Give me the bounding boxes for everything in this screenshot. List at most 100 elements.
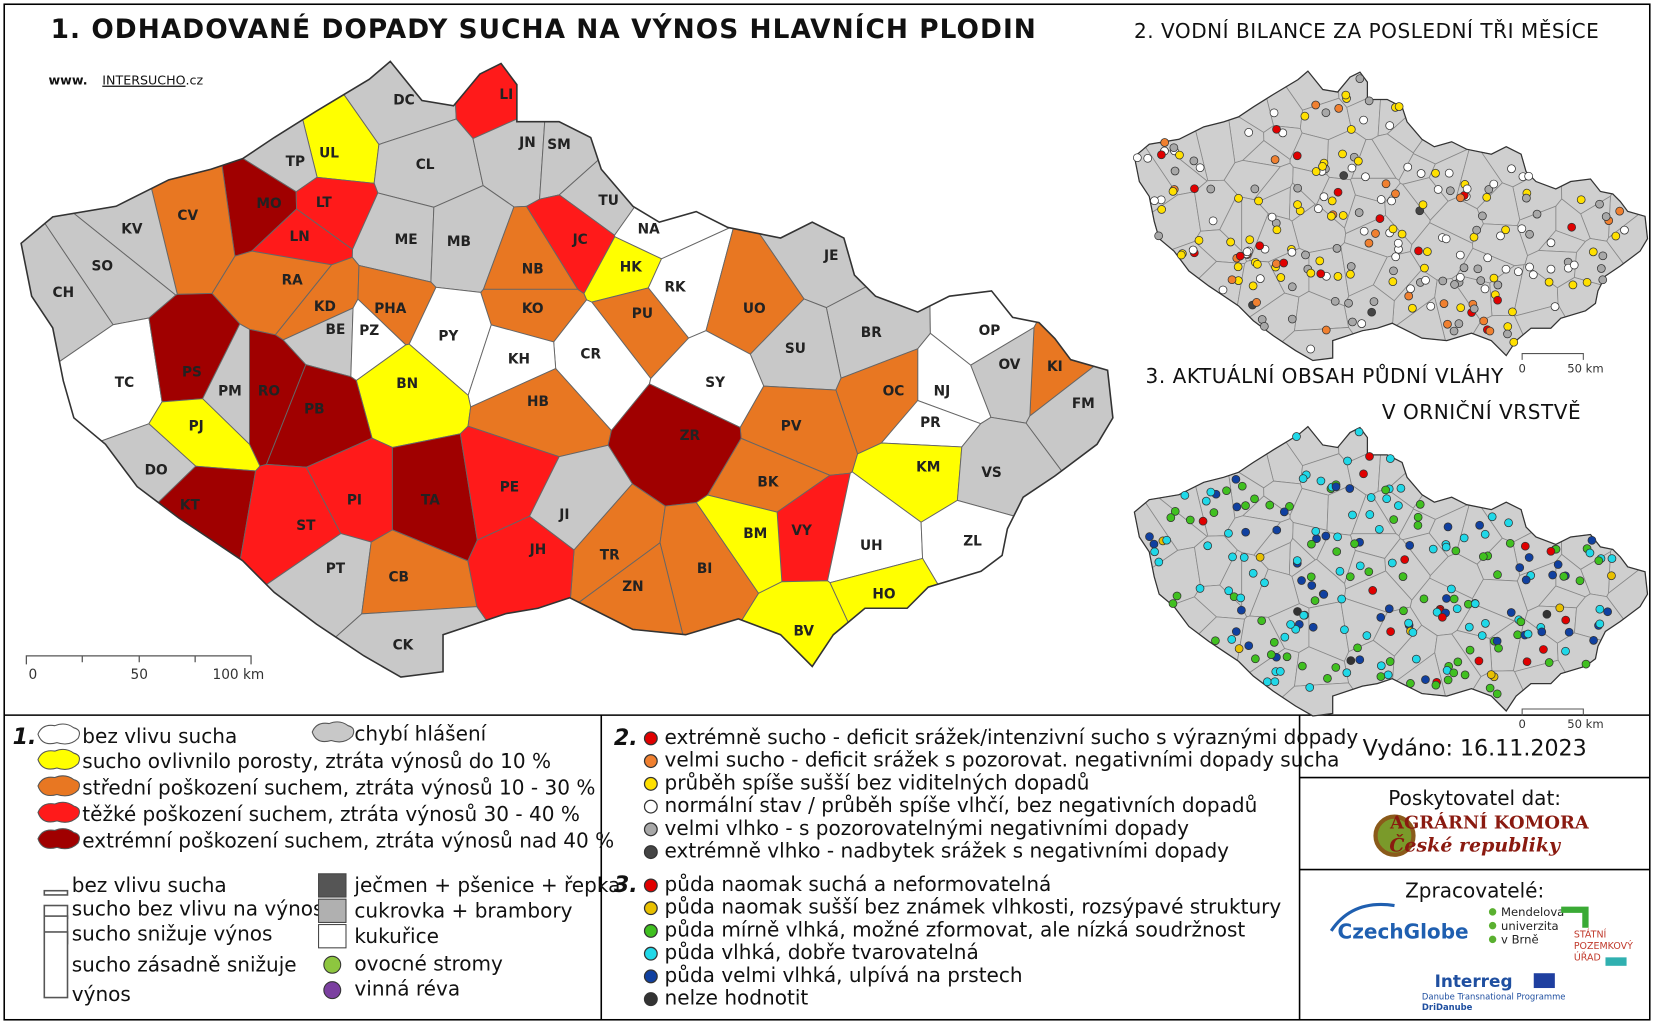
district-code: RA — [282, 272, 304, 288]
station — [1611, 231, 1621, 241]
mendel-dot — [1488, 908, 1497, 916]
district-code: OV — [999, 357, 1021, 373]
district-code: PT — [326, 561, 346, 577]
mendel-dot — [1488, 921, 1497, 930]
scale-bar — [25, 655, 252, 665]
district-code: ZL — [963, 534, 982, 550]
legend-label: střední poškození suchem, ztráta výnosů … — [82, 776, 595, 800]
district-code: VS — [981, 465, 1001, 481]
station — [1443, 319, 1452, 329]
legend-label: bez vlivu sucha — [72, 873, 227, 897]
station — [1306, 268, 1316, 278]
provider-heading: Poskytovatel dat: — [1388, 786, 1561, 810]
station — [1598, 275, 1608, 285]
station — [1414, 246, 1423, 256]
czechglobe-swoosh — [1329, 902, 1395, 932]
station — [1459, 263, 1469, 273]
station — [1408, 628, 1418, 637]
station — [1420, 263, 1429, 273]
station — [1272, 259, 1281, 269]
station — [1250, 184, 1260, 194]
station — [1387, 196, 1396, 206]
station — [1346, 125, 1356, 134]
station — [1413, 512, 1423, 522]
station — [1170, 166, 1180, 176]
legend-dot — [643, 822, 658, 837]
station — [1145, 532, 1154, 542]
station — [1542, 609, 1552, 619]
station — [1307, 539, 1316, 549]
district-code: PB — [304, 401, 324, 417]
district-code: CK — [393, 637, 415, 653]
district-code: KD — [314, 299, 336, 315]
district-code: HO — [872, 587, 895, 603]
provider-logo — [1373, 814, 1416, 857]
district-code: SY — [705, 375, 726, 391]
station — [1311, 526, 1321, 536]
station — [1525, 262, 1534, 272]
mini-map — [1133, 70, 1649, 362]
station — [1260, 322, 1269, 331]
station — [1539, 645, 1548, 654]
legend-label: sucho bez vlivu na výnos — [72, 896, 324, 920]
station — [1321, 108, 1331, 118]
district-code: LN — [289, 229, 309, 245]
station — [1389, 515, 1399, 524]
station — [1162, 535, 1172, 545]
station — [1516, 617, 1526, 627]
station — [1513, 267, 1523, 277]
legend-swatch — [37, 723, 80, 745]
district-code: NB — [522, 262, 544, 278]
station — [1561, 646, 1570, 656]
czechglobe-logo: CzechGlobe — [1338, 919, 1469, 943]
legend-label: velmi vlhko - s pozorovatelnými negativn… — [665, 816, 1190, 840]
station — [1270, 677, 1280, 687]
station — [1318, 162, 1327, 171]
interreg-sub: Danube Transnational Programme — [1422, 992, 1566, 1002]
station — [1508, 307, 1517, 317]
station — [1201, 496, 1211, 506]
station — [1195, 584, 1205, 593]
station — [1569, 260, 1579, 270]
district-code: PR — [920, 415, 941, 431]
station — [1456, 303, 1466, 313]
station — [1287, 247, 1297, 257]
scale-label: 100 km — [213, 667, 265, 683]
district-code: MO — [256, 196, 281, 212]
station — [1361, 172, 1370, 182]
station — [1399, 606, 1408, 616]
station — [1346, 262, 1356, 271]
station — [1298, 474, 1308, 483]
station — [1209, 508, 1219, 517]
district-code: MB — [447, 234, 471, 250]
station — [1255, 241, 1265, 251]
station — [1507, 164, 1516, 174]
website-part: INTERSUCHO — [102, 73, 185, 88]
district-code: PE — [500, 480, 519, 496]
station — [1234, 644, 1244, 654]
district-code: OC — [883, 383, 905, 399]
district-code: PI — [347, 492, 362, 508]
station — [1449, 668, 1459, 678]
station — [1485, 326, 1495, 336]
station — [1501, 264, 1511, 274]
legend-label: sucho ovlivnilo porosty, ztráta výnosů d… — [82, 749, 551, 773]
station — [1371, 229, 1380, 238]
station — [1354, 208, 1364, 217]
district-code: PZ — [359, 323, 379, 339]
station — [1364, 567, 1374, 577]
station — [1486, 670, 1496, 679]
station — [1493, 280, 1503, 290]
station — [1522, 657, 1532, 667]
station — [1175, 150, 1184, 160]
district-code: CH — [53, 285, 75, 301]
station — [1208, 216, 1218, 226]
country-border — [20, 60, 1114, 678]
spu-text: ÚŘAD — [1574, 952, 1601, 964]
interreg-logo: Interreg — [1435, 971, 1513, 991]
station — [1269, 638, 1279, 647]
station — [1416, 169, 1426, 178]
legend-label: extrémní poškození suchem, ztráta výnosů… — [82, 829, 614, 853]
station — [1368, 586, 1378, 595]
